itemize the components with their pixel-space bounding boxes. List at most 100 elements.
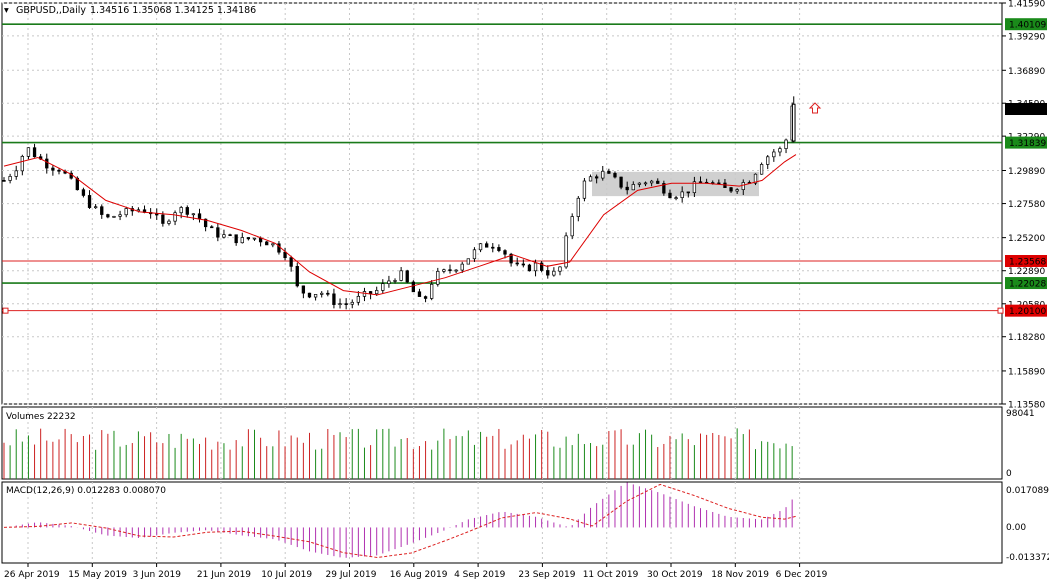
- candle-body: [155, 213, 159, 216]
- candle-body: [167, 220, 171, 224]
- support-resistance-levels[interactable]: [2, 23, 1004, 314]
- volume-bars: [3, 428, 793, 479]
- candle-body: [546, 270, 550, 276]
- candle-body: [271, 243, 275, 246]
- candle-body: [662, 183, 666, 194]
- symbol-label: GBPUSD,,Daily: [16, 5, 86, 16]
- candle-body: [735, 189, 739, 192]
- candle-body: [759, 164, 764, 175]
- candle-body: [637, 182, 642, 185]
- candle-body: [497, 247, 501, 251]
- level-label-box: [1005, 136, 1047, 149]
- level-anchor-handle[interactable]: [997, 307, 1004, 314]
- candle-body: [350, 301, 354, 305]
- level-label-text: 1.20100: [1009, 307, 1046, 317]
- panel-frame: [1, 406, 1003, 480]
- candle-body: [436, 270, 440, 285]
- candle-body: [753, 173, 758, 184]
- candle-body: [32, 147, 37, 158]
- candle-body: [210, 226, 214, 229]
- level-labels: 1.40109 1.34186 1.31839 1.23568 1.22028 1.201…: [1005, 18, 1047, 317]
- candle-body: [246, 237, 251, 240]
- candle-body: [594, 176, 599, 179]
- candle-body: [680, 191, 684, 199]
- candle-body: [240, 237, 244, 244]
- candle-body: [411, 281, 416, 293]
- candle-body: [332, 293, 336, 305]
- candle-body: [234, 234, 238, 244]
- macd-top-tick: 0.017089: [1006, 486, 1049, 496]
- macd-zero-tick: 0.00: [1006, 523, 1026, 533]
- candle-body: [179, 207, 183, 214]
- price-tick-label: 1.39290: [1008, 32, 1045, 42]
- level-label-text: 1.34186: [1009, 105, 1046, 115]
- candle-body: [613, 173, 617, 178]
- candle-body: [185, 207, 189, 215]
- candle-body: [399, 270, 403, 281]
- candle-body: [540, 262, 544, 271]
- level-label-text: 1.22028: [1009, 280, 1046, 290]
- candle-body: [14, 170, 18, 177]
- time-tick-label: 21 Jun 2019: [197, 570, 251, 580]
- candle-body: [8, 176, 12, 181]
- candle-body: [698, 181, 703, 184]
- price-tick-label: 1.27580: [1008, 200, 1045, 210]
- time-tick-label: 6 Dec 2019: [776, 570, 828, 580]
- candle-body: [491, 246, 495, 249]
- candle-body: [295, 266, 299, 287]
- level-label-box: [1005, 102, 1047, 115]
- candlestick-series: [2, 96, 796, 310]
- candle-body: [509, 253, 513, 264]
- consolidation-range-box: [592, 171, 759, 197]
- macd-bottom-tick: -0.013372: [1006, 553, 1049, 563]
- panel-frame: [1, 481, 1003, 564]
- grid-lines: [2, 2, 1002, 563]
- candle-body: [45, 158, 49, 169]
- chart-menu-icon[interactable]: ▾: [4, 5, 9, 16]
- candle-body: [417, 291, 422, 297]
- volumes-label: Volumes 22232: [6, 412, 76, 422]
- candle-body: [649, 180, 654, 184]
- candle-body: [588, 176, 593, 182]
- candle-body: [375, 290, 379, 295]
- candle-body: [222, 234, 226, 238]
- candle-body: [118, 214, 122, 217]
- candle-body: [338, 303, 342, 306]
- time-tick-label: 23 Sep 2019: [518, 570, 575, 580]
- price-tick-label: 1.13580: [1008, 401, 1045, 411]
- candle-body: [466, 258, 470, 265]
- candle-body: [784, 139, 788, 149]
- candle-body: [326, 292, 330, 295]
- candle-body: [87, 195, 92, 208]
- price-tick-label: 1.15890: [1008, 367, 1045, 377]
- candle-body: [674, 197, 678, 200]
- candle-body: [521, 263, 525, 266]
- candle-body: [203, 218, 208, 228]
- level-label-text: 1.40109: [1009, 21, 1046, 31]
- candle-body: [430, 283, 434, 299]
- candle-body: [106, 214, 110, 218]
- time-tick-label: 30 Oct 2019: [647, 570, 703, 580]
- candle-body: [766, 156, 770, 165]
- price-tick-label: 1.18280: [1008, 333, 1045, 343]
- candle-body: [362, 291, 367, 297]
- candle-body: [460, 263, 464, 271]
- candle-body: [607, 170, 611, 174]
- candle-body: [656, 180, 660, 184]
- time-tick-label: 18 Nov 2019: [711, 570, 769, 580]
- candle-body: [112, 216, 116, 218]
- volume-zero-label: 0: [1006, 469, 1012, 479]
- candle-body: [197, 213, 202, 220]
- candle-body: [448, 269, 452, 272]
- candle-body: [265, 241, 269, 246]
- buy-arrow-icon: [808, 102, 822, 114]
- level-label-box: [1005, 255, 1047, 268]
- candle-body: [741, 182, 745, 190]
- time-tick-label: 16 Aug 2019: [390, 570, 448, 580]
- price-tick-label: 1.25200: [1008, 234, 1045, 244]
- candle-body: [601, 170, 605, 179]
- candle-body: [582, 180, 587, 199]
- candle-body: [387, 280, 391, 285]
- level-anchor-handle[interactable]: [2, 307, 9, 314]
- candle-body: [778, 148, 782, 153]
